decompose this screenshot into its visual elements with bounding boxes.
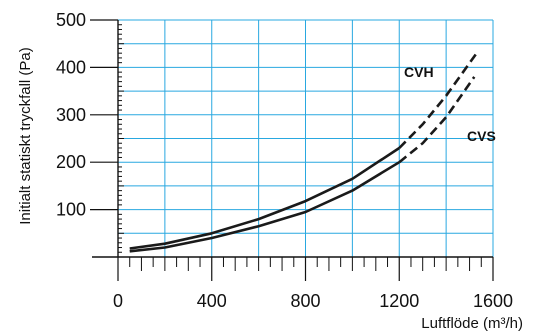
x-tick-label: 1600	[473, 291, 513, 311]
y-tick-label: 100	[56, 200, 86, 220]
y-tick-label: 500	[56, 10, 86, 30]
grid	[118, 19, 494, 257]
x-tick-label: 400	[197, 291, 227, 311]
x-axis-title: Luftflöde (m³/h)	[421, 315, 523, 332]
labels: 0 400 800 1200 1600 100 200 300 400 500 CVH CVS	[56, 10, 513, 311]
y-tick-label: 200	[56, 152, 86, 172]
series-lines	[129, 52, 478, 253]
x-tick-label: 1200	[379, 291, 419, 311]
series-line-cvh	[129, 146, 401, 250]
series-line-cvs	[129, 161, 400, 253]
series-label-cvh: CVH	[404, 64, 434, 80]
y-tick-label: 400	[56, 57, 86, 77]
ticks	[90, 19, 494, 281]
y-axis-title: Initialt statiskt tryckfall (Pa)	[17, 47, 34, 225]
series-line-dashed-cvs	[398, 76, 476, 164]
x-tick-label: 0	[113, 291, 123, 311]
y-tick-label: 300	[56, 105, 86, 125]
x-tick-label: 800	[290, 291, 320, 311]
series-label-cvs: CVS	[467, 128, 496, 144]
series-line-dashed-cvh	[398, 52, 478, 149]
